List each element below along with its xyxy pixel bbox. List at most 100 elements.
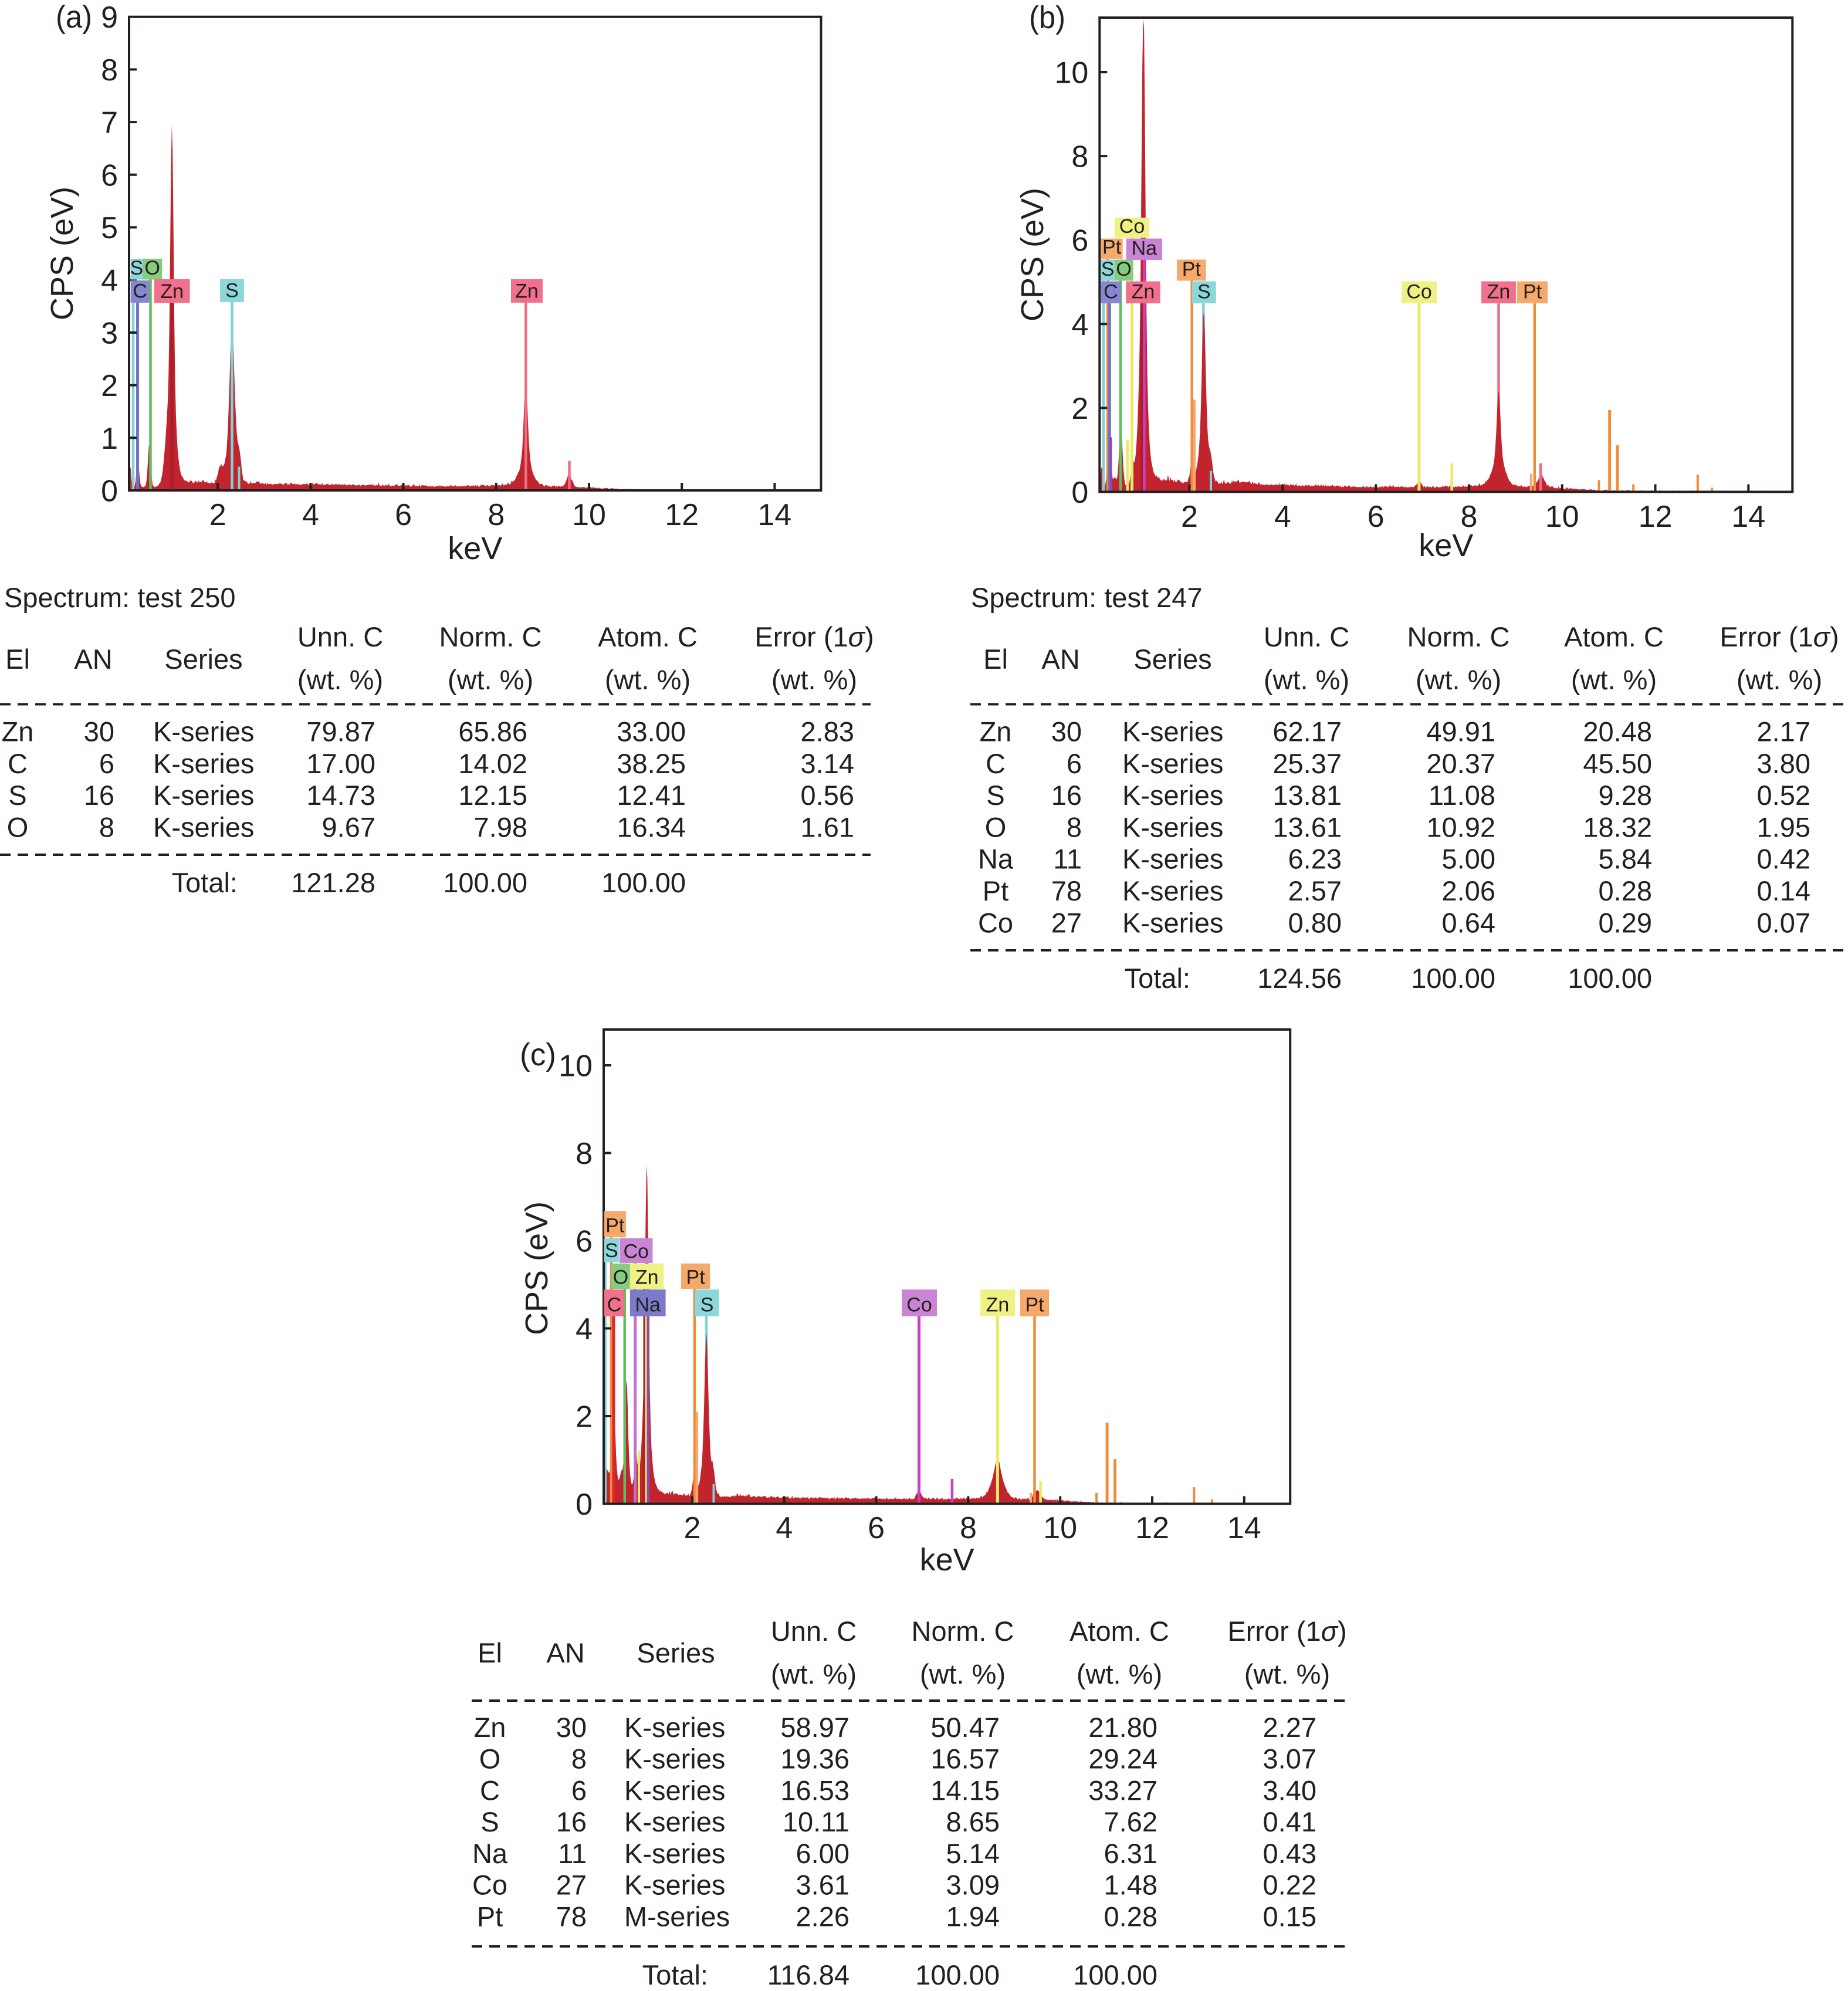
svg-text:keV: keV [920,1542,974,1577]
svg-text:8: 8 [960,1511,977,1545]
svg-text:25.37: 25.37 [1272,748,1342,779]
svg-text:100.00: 100.00 [601,867,686,898]
svg-text:2.83: 2.83 [801,716,854,747]
svg-text:4: 4 [1274,500,1291,534]
svg-text:9.67: 9.67 [322,811,375,842]
svg-text:Unn. C: Unn. C [1264,621,1349,652]
svg-text:S: S [8,780,26,811]
svg-text:Zn: Zn [160,280,184,303]
svg-text:(wt. %): (wt. %) [605,664,691,695]
svg-text:116.84: 116.84 [767,1959,849,1990]
svg-text:K-series: K-series [1122,780,1223,811]
svg-text:(wt. %): (wt. %) [297,664,383,695]
svg-text:2: 2 [101,369,118,403]
svg-text:10: 10 [1545,500,1579,534]
svg-text:58.97: 58.97 [780,1712,849,1743]
svg-text:8: 8 [571,1743,587,1775]
svg-text:K-series: K-series [1122,811,1223,842]
svg-text:El: El [478,1637,502,1668]
svg-text:K-series: K-series [1122,844,1223,875]
svg-text:Norm. C: Norm. C [912,1616,1014,1647]
svg-text:O: O [144,257,160,279]
svg-text:K-series: K-series [624,1743,725,1775]
svg-text:S: S [986,780,1004,811]
svg-text:0.64: 0.64 [1442,907,1495,938]
svg-text:El: El [983,644,1008,675]
svg-text:(b): (b) [1029,0,1065,35]
svg-text:6: 6 [395,498,412,532]
svg-text:6.00: 6.00 [796,1838,849,1869]
svg-text:2.57: 2.57 [1288,875,1342,906]
svg-text:33.27: 33.27 [1088,1775,1157,1806]
svg-text:Atom. C: Atom. C [1069,1616,1169,1647]
svg-text:11: 11 [558,1838,587,1869]
svg-text:Zn: Zn [2,716,34,747]
svg-text:3.07: 3.07 [1263,1743,1316,1775]
svg-text:49.91: 49.91 [1426,716,1495,747]
svg-text:Pt: Pt [1025,1294,1044,1316]
svg-text:10.11: 10.11 [783,1806,849,1837]
svg-text:100.00: 100.00 [1568,963,1652,994]
svg-text:0.29: 0.29 [1599,907,1652,938]
svg-text:Error (1σ): Error (1σ) [1227,1616,1346,1647]
svg-text:8: 8 [1067,811,1082,842]
svg-text:3.80: 3.80 [1757,748,1810,779]
svg-text:Pt: Pt [1182,258,1201,280]
svg-text:Series: Series [164,644,242,675]
svg-text:21.80: 21.80 [1088,1712,1157,1743]
svg-text:5.84: 5.84 [1599,844,1652,875]
svg-text:4: 4 [1071,308,1088,342]
svg-text:Na: Na [635,1294,661,1316]
svg-text:16.57: 16.57 [930,1743,1000,1775]
svg-text:Atom. C: Atom. C [1564,621,1664,652]
svg-text:Norm. C: Norm. C [439,621,542,652]
svg-text:(wt. %): (wt. %) [771,1658,857,1689]
svg-text:30: 30 [84,716,114,747]
svg-text:2.27: 2.27 [1263,1712,1316,1743]
svg-text:0.28: 0.28 [1104,1901,1157,1932]
svg-text:6: 6 [571,1775,587,1806]
svg-text:C: C [480,1775,500,1806]
svg-text:(wt. %): (wt. %) [1571,664,1657,695]
svg-text:CPS (eV): CPS (eV) [519,1201,554,1335]
svg-text:3.40: 3.40 [1263,1775,1316,1806]
svg-text:19.36: 19.36 [780,1743,849,1775]
svg-text:K-series: K-series [153,780,254,811]
svg-text:3.09: 3.09 [946,1870,1000,1901]
svg-text:7.62: 7.62 [1104,1806,1157,1837]
svg-text:20.37: 20.37 [1426,748,1495,779]
svg-text:K-series: K-series [624,1712,725,1743]
svg-text:S: S [225,280,239,302]
svg-text:50.47: 50.47 [930,1712,1000,1743]
svg-text:Zn: Zn [515,280,539,303]
svg-text:4: 4 [101,264,118,298]
svg-text:CPS (eV): CPS (eV) [45,187,80,320]
svg-text:79.87: 79.87 [306,716,375,747]
svg-text:O: O [985,811,1007,842]
svg-text:45.50: 45.50 [1583,748,1652,779]
svg-text:27: 27 [556,1870,587,1901]
svg-text:K-series: K-series [1122,875,1223,906]
svg-text:Pt: Pt [605,1215,625,1237]
svg-text:1.48: 1.48 [1104,1870,1157,1901]
svg-text:Total:: Total: [642,1959,708,1990]
svg-text:38.25: 38.25 [617,748,686,779]
svg-text:0.14: 0.14 [1757,875,1810,906]
svg-text:124.56: 124.56 [1257,963,1342,994]
svg-text:14: 14 [1731,500,1765,534]
svg-text:14.15: 14.15 [930,1775,1000,1806]
svg-text:C: C [986,748,1006,779]
svg-text:11: 11 [1053,844,1082,875]
svg-text:0: 0 [576,1488,593,1522]
svg-text:30: 30 [556,1712,587,1743]
svg-text:Total:: Total: [1125,963,1190,994]
svg-text:Spectrum: test 247: Spectrum: test 247 [971,582,1202,613]
svg-text:(wt. %): (wt. %) [1416,664,1501,695]
svg-text:Series: Series [1133,644,1211,675]
svg-text:78: 78 [556,1901,587,1932]
svg-text:(c): (c) [520,1037,556,1072]
svg-text:9.28: 9.28 [1599,780,1652,811]
svg-text:AN: AN [546,1637,584,1668]
svg-text:6.23: 6.23 [1288,844,1342,875]
svg-text:62.17: 62.17 [1272,716,1342,747]
